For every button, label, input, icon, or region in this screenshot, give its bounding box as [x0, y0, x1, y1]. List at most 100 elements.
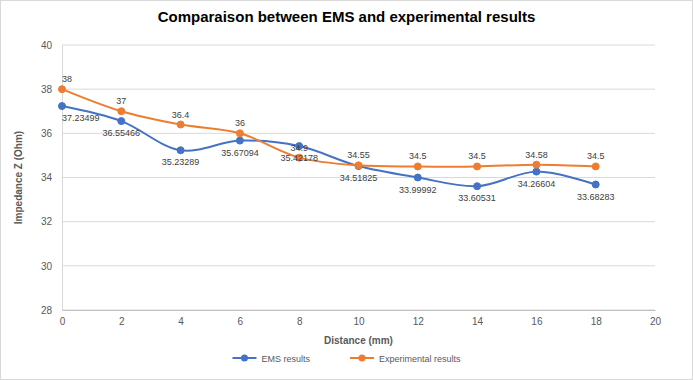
data-label: 36.55466: [103, 128, 141, 138]
data-label: 34.5: [468, 151, 486, 161]
x-tick: 10: [353, 310, 365, 327]
series-line: [62, 89, 596, 166]
grid-line: [62, 89, 655, 90]
legend-label: EMS results: [261, 354, 310, 364]
y-tick-label: 34: [41, 172, 53, 183]
y-tick: 40: [41, 40, 62, 51]
y-tick-label: 28: [41, 305, 53, 316]
data-label: 34.51825: [340, 173, 378, 183]
x-tick-label: 12: [413, 316, 425, 327]
y-axis-title: Impedance Z (Ohm): [13, 131, 24, 224]
series-marker: [414, 174, 421, 181]
x-tick-label: 16: [531, 316, 543, 327]
data-label: 34.5: [409, 151, 427, 161]
series-marker: [59, 103, 66, 110]
x-tick-label: 18: [591, 316, 603, 327]
legend-item: EMS results: [232, 354, 310, 364]
legend: EMS results Experimental results: [232, 354, 461, 364]
series-marker: [592, 181, 599, 188]
y-tick: 36: [41, 128, 62, 139]
data-label: 35.67094: [221, 148, 259, 158]
series-group: [59, 86, 600, 190]
data-label: 37.23499: [62, 113, 100, 123]
y-tick: 32: [41, 216, 62, 227]
series-marker: [177, 147, 184, 154]
x-axis-line: [63, 310, 656, 311]
data-label: 35.42178: [280, 153, 318, 163]
grid-line: [62, 45, 655, 46]
x-tick: 4: [178, 310, 184, 327]
y-tick: 34: [41, 172, 62, 183]
x-tick-label: 8: [297, 316, 303, 327]
series-marker: [236, 137, 243, 144]
data-label: 34.26604: [518, 179, 556, 189]
chart-background: [1, 1, 693, 380]
series-marker: [118, 118, 125, 125]
data-label: 33.99992: [399, 185, 437, 195]
series-marker: [59, 86, 66, 93]
title: Comparaison between EMS and experimental…: [158, 8, 536, 25]
y-tick-label: 32: [41, 216, 53, 227]
series-marker: [474, 183, 481, 190]
y-tick-label: 30: [41, 261, 53, 272]
grid-line: [62, 310, 655, 311]
data-label: 35.23289: [162, 157, 200, 167]
series-marker: [355, 162, 362, 169]
x-tick: 20: [650, 310, 662, 327]
data-label: 34.55: [347, 150, 370, 160]
y-tick-label: 40: [41, 40, 53, 51]
x-tick-label: 6: [238, 316, 244, 327]
y-tick-label: 38: [41, 84, 53, 95]
x-tick-label: 20: [650, 316, 662, 327]
data-label: 37: [116, 96, 126, 106]
x-tick: 18: [591, 310, 603, 327]
y-tick-label: 36: [41, 128, 53, 139]
y-tick: 28: [41, 305, 62, 316]
x-axis: 0 2 4 6 8 10 12 14 16 18 20: [60, 310, 662, 327]
series-marker: [592, 163, 599, 170]
series-marker: [355, 163, 362, 170]
data-label: 33.60531: [458, 193, 496, 203]
x-tick: 8: [297, 310, 303, 327]
chart: 024681012141618202830323436384037.234993…: [0, 0, 693, 380]
series-marker: [474, 163, 481, 170]
x-tick: 0: [60, 310, 66, 327]
x-tick-label: 14: [472, 316, 484, 327]
x-tick: 12: [413, 310, 425, 327]
data-label: 36.4: [172, 110, 190, 120]
series-marker: [236, 130, 243, 137]
y-axis: 28 30 32 34 36 38 40: [41, 40, 63, 316]
legend-item: Experimental results: [350, 354, 461, 364]
series-marker: [118, 108, 125, 115]
x-tick-label: 0: [60, 316, 66, 327]
series-marker: [533, 161, 540, 168]
x-axis-title: Distance (mm): [324, 335, 393, 346]
data-label: 36: [235, 118, 245, 128]
grid-line: [62, 265, 655, 266]
x-tick: 6: [238, 310, 244, 327]
grid-line: [62, 221, 655, 222]
x-tick: 14: [472, 310, 484, 327]
data-label: 33.68283: [577, 192, 615, 202]
x-tick-label: 10: [353, 316, 365, 327]
data-label: 34.9: [290, 143, 308, 153]
series-marker: [414, 163, 421, 170]
x-tick-label: 4: [178, 316, 184, 327]
series-marker: [177, 121, 184, 128]
plot-area: 024681012141618202830323436384037.234993…: [41, 40, 662, 327]
data-label: 34.5: [587, 151, 605, 161]
x-tick: 2: [119, 310, 125, 327]
data-label: 38: [62, 74, 72, 84]
x-tick: 16: [531, 310, 543, 327]
series-marker: [533, 168, 540, 175]
grid: [62, 45, 655, 310]
grid-line: [62, 133, 655, 134]
series-line: [62, 106, 596, 186]
y-tick: 30: [41, 261, 62, 272]
legend-marker: [358, 355, 365, 362]
data-label: 34.58: [525, 150, 548, 160]
legend-marker: [241, 355, 248, 362]
x-tick-label: 2: [119, 316, 125, 327]
data-labels: 37.2349936.55466 35.23289 35.67094 35.42178…: [62, 74, 614, 203]
legend-label: Experimental results: [379, 354, 461, 364]
